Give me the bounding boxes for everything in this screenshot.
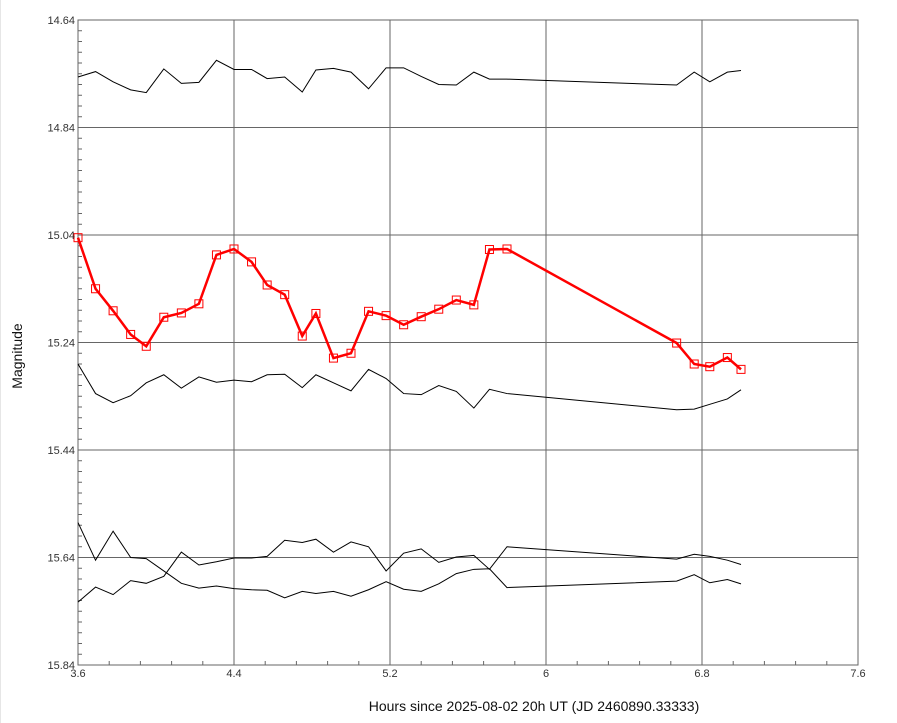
data-point-marker [346,348,356,358]
data-point-marker [211,250,221,260]
data-point-marker [672,338,682,348]
data-point-marker [297,331,307,341]
series-line [76,237,742,371]
x-tick-labels: 3.6 4.4 5.2 6 6.8 7.6 [70,668,865,680]
data-point-marker [126,329,136,339]
data-point-marker [484,245,494,255]
data-point-marker [502,244,512,254]
data-point-marker [176,308,186,318]
left-edge-border [0,0,1,723]
y-tick-label: 15.24 [47,338,75,350]
x-tick-label: 5.2 [382,668,397,680]
y-tick-label: 15.84 [47,660,75,672]
y-tick-label: 15.44 [47,445,75,457]
y-tick-labels: 14.64 14.84 15.04 15.24 15.44 15.64 15.84 [47,15,75,672]
comparison-series-2 [77,363,742,411]
x-tick-label: 3.6 [70,668,85,680]
y-tick-label: 14.64 [47,15,75,27]
data-point-marker [689,359,699,369]
x-tick-label: 4.4 [226,668,241,680]
data-point-marker [262,280,272,290]
data-point-marker [722,353,732,363]
data-point-marker [73,233,83,243]
series-line [77,59,742,94]
data-point-marker [381,311,391,321]
data-point-marker [399,320,409,330]
x-tick-label: 6.8 [694,668,709,680]
data-point-marker [108,306,118,316]
series-line [77,538,742,603]
x-tick-label: 6 [543,668,549,680]
comparison-series-1 [77,59,742,94]
data-point-marker [328,353,338,363]
comparison-series-3 [77,522,742,599]
series-line [77,363,742,411]
data-point-marker [229,244,239,254]
comparison-series-4 [77,538,742,603]
data-point-marker [194,299,204,309]
data-point-marker [311,308,321,318]
x-axis-title: Hours since 2025-08-02 20h UT (JD 246089… [369,698,700,714]
data-point-marker [469,300,479,310]
data-point-marker [91,284,101,294]
y-tick-label: 14.84 [47,123,75,135]
minor-ticks [77,19,859,666]
series-layer [73,59,746,603]
data-point-marker [280,290,290,300]
y-tick-label: 15.04 [47,230,75,242]
data-point-marker [451,295,461,305]
target-series [73,233,746,374]
x-tick-label: 7.6 [850,668,865,680]
data-point-marker [159,312,169,322]
data-point-marker [416,312,426,322]
data-point-marker [736,364,746,374]
y-tick-label: 15.64 [47,553,75,565]
data-point-marker [141,341,151,351]
data-point-marker [705,362,715,372]
series-line [77,522,742,599]
data-point-marker [434,304,444,314]
y-axis-title: Magnitude [9,323,25,389]
grid-lines [78,20,858,665]
data-point-marker [364,306,374,316]
data-point-marker [247,257,257,267]
